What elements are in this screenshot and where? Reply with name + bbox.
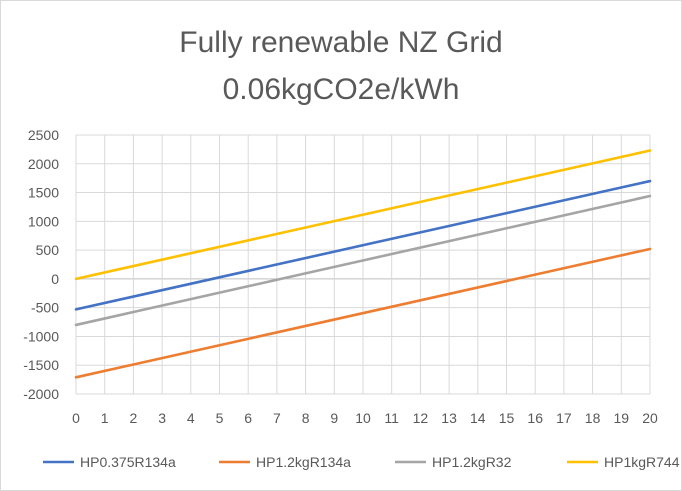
y-axis-tick-labels: 2500 2000 1500 1000 500 0 -500 -1000 -1500 -2000 <box>23 127 59 402</box>
x-tick-label: 14 <box>470 410 486 426</box>
series-line-4 <box>74 149 652 281</box>
y-tick-label: -2000 <box>23 386 59 402</box>
legend-label: HP1kgR744 <box>604 454 680 470</box>
legend-label: HP1.2kgR134a <box>256 454 351 470</box>
x-tick-label: 13 <box>441 410 457 426</box>
y-tick-label: 2000 <box>28 156 59 172</box>
y-tick-label: 1500 <box>28 185 59 201</box>
y-tick-label: 0 <box>51 271 59 287</box>
chart-title-line-1: Fully renewable NZ Grid <box>179 26 502 59</box>
y-tick-label: -1500 <box>23 357 59 373</box>
x-tick-label: 17 <box>556 410 572 426</box>
series-line-1 <box>74 179 652 311</box>
x-tick-label: 12 <box>413 410 429 426</box>
x-tick-label: 18 <box>585 410 601 426</box>
x-tick-label: 7 <box>273 410 281 426</box>
x-tick-label: 10 <box>355 410 371 426</box>
gridlines <box>75 134 651 395</box>
legend-label: HP1.2kgR32 <box>432 454 512 470</box>
x-axis-tick-labels: 0 1 2 3 4 5 6 7 8 9 10 11 12 13 14 15 16 17 18 19 20 <box>72 410 658 426</box>
chart-title-line-2: 0.06kgCO2e/kWh <box>223 73 460 106</box>
x-tick-label: 2 <box>130 410 138 426</box>
y-tick-label: -500 <box>31 300 59 316</box>
y-tick-label: 2500 <box>28 127 59 143</box>
x-tick-label: 20 <box>642 410 658 426</box>
x-tick-label: 6 <box>244 410 252 426</box>
x-tick-label: 16 <box>527 410 543 426</box>
x-tick-label: 1 <box>101 410 109 426</box>
x-tick-label: 9 <box>330 410 338 426</box>
x-tick-label: 15 <box>499 410 515 426</box>
y-tick-label: 500 <box>36 242 60 258</box>
series-line-3 <box>74 194 652 327</box>
x-tick-label: 0 <box>72 410 80 426</box>
legend-label: HP0.375R134a <box>80 454 176 470</box>
series-line-2 <box>74 247 652 379</box>
x-tick-label: 5 <box>216 410 224 426</box>
x-tick-label: 8 <box>302 410 310 426</box>
x-tick-label: 19 <box>614 410 630 426</box>
x-tick-label: 11 <box>384 410 399 426</box>
series-lines <box>74 149 652 379</box>
y-tick-label: -1000 <box>23 328 59 344</box>
legend: HP0.375R134a HP1.2kgR134a HP1.2kgR32 HP1kgR… <box>43 454 680 470</box>
x-tick-label: 4 <box>187 410 195 426</box>
x-tick-label: 3 <box>158 410 166 426</box>
y-tick-label: 1000 <box>28 213 59 229</box>
